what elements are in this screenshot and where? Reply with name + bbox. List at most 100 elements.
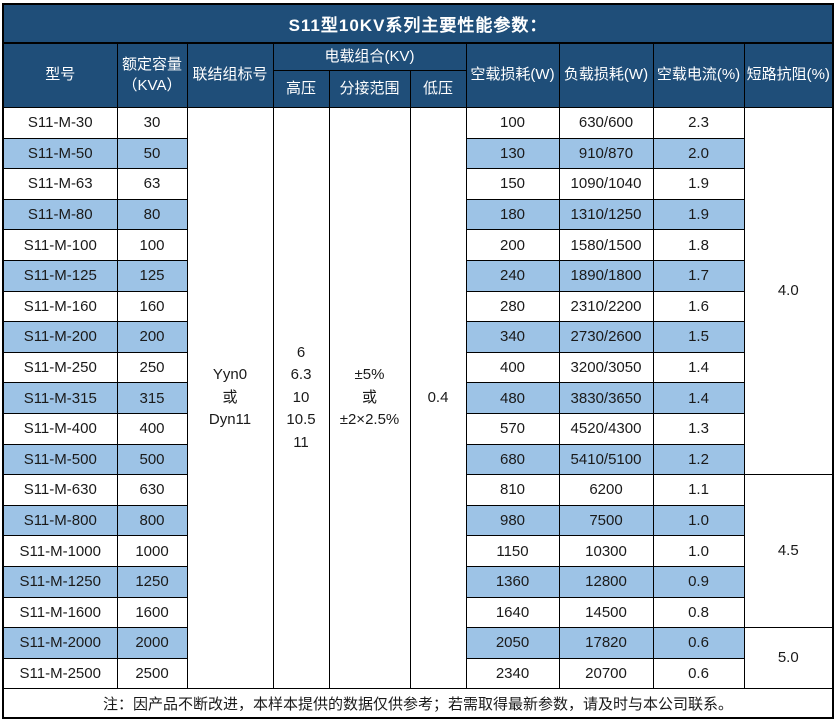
table-row: S11-M-125 125 240 1890/1800 1.7 xyxy=(2,259,833,292)
capacity-cell: 2500 xyxy=(116,657,188,690)
table-row: S11-M-160 160 280 2310/2200 1.6 xyxy=(2,290,833,323)
col-header-no-load-loss: 空载损耗(W) xyxy=(465,42,560,108)
model-cell: S11-M-2000 xyxy=(2,627,118,659)
no-load-current-cell: 1.8 xyxy=(652,229,745,261)
capacity-cell: 100 xyxy=(116,229,188,261)
no-load-loss-cell: 150 xyxy=(465,168,560,200)
no-load-current-cell: 2.0 xyxy=(652,137,745,170)
table-row: S11-M-100 100 200 1580/1500 1.8 xyxy=(2,229,833,261)
table-row: S11-M-500 500 680 5410/5100 1.2 xyxy=(2,443,833,476)
load-loss-cell: 630/600 xyxy=(558,107,654,139)
no-load-loss-cell: 340 xyxy=(465,321,560,353)
no-load-loss-cell: 680 xyxy=(465,443,560,476)
impedance-cell: 4.0 xyxy=(743,106,834,476)
no-load-current-cell: 0.8 xyxy=(652,596,745,629)
model-cell: S11-M-80 xyxy=(2,198,118,231)
col-header-load-combo: 电载组合(KV) xyxy=(272,42,467,71)
load-loss-cell: 14500 xyxy=(558,596,654,629)
table-row: S11-M-200 200 340 2730/2600 1.5 xyxy=(2,321,833,353)
no-load-current-cell: 1.0 xyxy=(652,504,745,537)
model-cell: S11-M-30 xyxy=(2,107,118,139)
table-row: S11-M-63 63 150 1090/1040 1.9 xyxy=(2,168,833,200)
table-row: S11-M-30 30 Yyn0 或 Dyn11 6 6.3 10 10.5 11 ±5… xyxy=(2,106,834,690)
capacity-cell: 800 xyxy=(116,504,188,537)
header-row-2: 高压 分接范围 低压 xyxy=(3,70,833,108)
table-row: S11-M-630 630 810 6200 1.1 4.5 xyxy=(2,474,834,629)
no-load-loss-cell: 2340 xyxy=(465,657,560,690)
no-load-current-cell: 0.6 xyxy=(652,627,745,659)
capacity-cell: 125 xyxy=(116,259,188,292)
no-load-current-cell: 1.1 xyxy=(652,474,745,506)
table-row: S11-M-1000 1000 1150 10300 1.0 xyxy=(2,535,833,567)
model-cell: S11-M-250 xyxy=(2,351,118,384)
no-load-current-cell: 0.6 xyxy=(652,657,745,690)
model-cell: S11-M-500 xyxy=(2,443,118,476)
load-loss-cell: 4520/4300 xyxy=(558,412,654,445)
load-loss-cell: 1890/1800 xyxy=(558,259,654,292)
model-cell: S11-M-2500 xyxy=(2,657,118,690)
no-load-loss-cell: 1640 xyxy=(465,596,560,629)
load-loss-cell: 2310/2200 xyxy=(558,290,654,323)
no-load-current-cell: 1.2 xyxy=(652,443,745,476)
load-loss-cell: 3830/3650 xyxy=(558,382,654,414)
no-load-loss-cell: 2050 xyxy=(465,627,560,659)
impedance-cell: 4.5 xyxy=(743,474,834,629)
note-row: 注：因产品不断改进，本样本提供的数据仅供参考；若需取得最新参数，请及时与本公司联… xyxy=(2,688,834,719)
no-load-current-cell: 1.0 xyxy=(652,535,745,567)
spec-table: S11型10KV系列主要性能参数： 型号 额定容量 （KVA） 联结组标号 电载… xyxy=(2,3,834,719)
lv-cell: 0.4 xyxy=(409,106,467,690)
capacity-cell: 63 xyxy=(116,168,188,200)
table-row: S11-M-2000 2000 2050 17820 0.6 5.0 xyxy=(2,627,834,690)
table-row: S11-M-1600 1600 1640 14500 0.8 xyxy=(2,596,833,629)
no-load-current-cell: 1.7 xyxy=(652,259,745,292)
load-loss-cell: 910/870 xyxy=(558,137,654,170)
page-title: S11型10KV系列主要性能参数： xyxy=(2,3,834,44)
no-load-loss-cell: 1150 xyxy=(465,535,560,567)
no-load-current-cell: 1.3 xyxy=(652,412,745,445)
table-row: S11-M-1250 1250 1360 12800 0.9 xyxy=(2,565,833,598)
col-header-no-load-current: 空载电流(%) xyxy=(652,42,745,108)
table-row: S11-M-50 50 130 910/870 2.0 xyxy=(2,137,833,170)
model-cell: S11-M-1000 xyxy=(2,535,118,567)
no-load-current-cell: 0.9 xyxy=(652,565,745,598)
load-loss-cell: 1310/1250 xyxy=(558,198,654,231)
capacity-cell: 30 xyxy=(116,107,188,139)
capacity-cell: 80 xyxy=(116,198,188,231)
model-cell: S11-M-315 xyxy=(2,382,118,414)
load-loss-cell: 6200 xyxy=(558,474,654,506)
no-load-loss-cell: 130 xyxy=(465,137,560,170)
model-cell: S11-M-400 xyxy=(2,412,118,445)
col-header-load-loss: 负载损耗(W) xyxy=(558,42,654,108)
model-cell: S11-M-1250 xyxy=(2,565,118,598)
table-row: S11-M-80 80 180 1310/1250 1.9 xyxy=(2,198,833,231)
vector-group-cell: Yyn0 或 Dyn11 xyxy=(186,106,274,690)
col-header-vector-group: 联结组标号 xyxy=(186,42,274,108)
table-row: S11-M-315 315 480 3830/3650 1.4 xyxy=(2,382,833,414)
model-cell: S11-M-125 xyxy=(2,259,118,292)
no-load-current-cell: 1.4 xyxy=(652,382,745,414)
no-load-current-cell: 1.6 xyxy=(652,290,745,323)
title-row: S11型10KV系列主要性能参数： xyxy=(2,3,834,44)
no-load-current-cell: 1.4 xyxy=(652,351,745,384)
no-load-loss-cell: 400 xyxy=(465,351,560,384)
col-header-impedance: 短路抗阻(%) xyxy=(743,42,834,108)
capacity-cell: 1250 xyxy=(116,565,188,598)
no-load-loss-cell: 100 xyxy=(465,107,560,139)
capacity-cell: 630 xyxy=(116,474,188,506)
no-load-current-cell: 1.9 xyxy=(652,198,745,231)
load-loss-cell: 20700 xyxy=(558,657,654,690)
capacity-cell: 315 xyxy=(116,382,188,414)
model-cell: S11-M-160 xyxy=(2,290,118,323)
col-header-tap-range: 分接范围 xyxy=(328,70,411,108)
col-header-lv: 低压 xyxy=(409,70,467,108)
model-cell: S11-M-800 xyxy=(2,504,118,537)
no-load-loss-cell: 280 xyxy=(465,290,560,323)
no-load-current-cell: 1.5 xyxy=(652,321,745,353)
table-row: S11-M-800 800 980 7500 1.0 xyxy=(2,504,833,537)
hv-cell: 6 6.3 10 10.5 11 xyxy=(272,106,330,690)
capacity-cell: 50 xyxy=(116,137,188,170)
no-load-loss-cell: 240 xyxy=(465,259,560,292)
load-loss-cell: 10300 xyxy=(558,535,654,567)
table-row: S11-M-400 400 570 4520/4300 1.3 xyxy=(2,412,833,445)
model-cell: S11-M-100 xyxy=(2,229,118,261)
